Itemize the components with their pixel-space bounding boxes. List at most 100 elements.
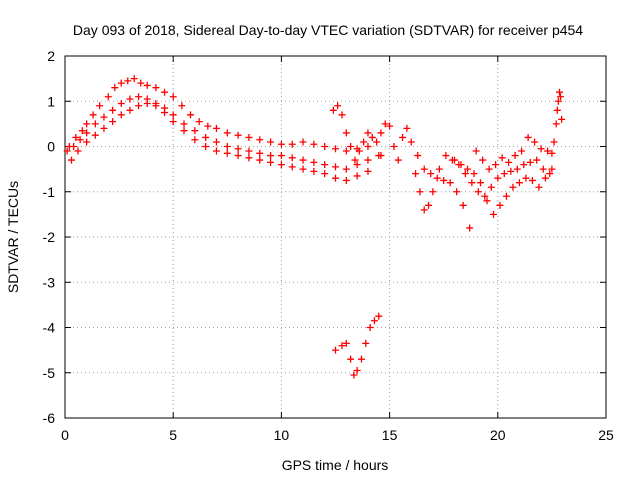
- data-point: [267, 158, 275, 166]
- data-point: [89, 111, 97, 119]
- data-point: [507, 167, 515, 175]
- data-point: [135, 93, 143, 101]
- data-point: [332, 174, 339, 182]
- data-point: [109, 118, 117, 126]
- y-tick-label: -5: [43, 365, 56, 381]
- data-point: [169, 118, 177, 126]
- data-point: [74, 147, 82, 155]
- data-point: [541, 174, 549, 182]
- data-point: [453, 188, 461, 196]
- y-tick-label: -3: [43, 274, 56, 290]
- data-point: [357, 355, 365, 363]
- data-point: [364, 129, 372, 137]
- data-point: [63, 147, 71, 155]
- data-point: [212, 147, 220, 155]
- data-point: [91, 131, 99, 139]
- data-point: [535, 183, 543, 191]
- data-point: [91, 120, 99, 128]
- data-point: [375, 312, 383, 320]
- data-point: [256, 156, 264, 164]
- data-point: [364, 143, 372, 150]
- data-point: [483, 197, 491, 205]
- data-point: [204, 122, 212, 130]
- y-tick-label: -1: [43, 184, 56, 200]
- data-point: [100, 124, 108, 132]
- data-point: [234, 152, 242, 160]
- data-point: [446, 179, 454, 187]
- data-point: [329, 106, 337, 114]
- data-point: [76, 136, 84, 144]
- data-point: [394, 156, 402, 164]
- data-point: [277, 152, 285, 160]
- data-point: [161, 88, 169, 96]
- data-point: [373, 138, 381, 146]
- series-track-h: [472, 133, 556, 173]
- data-point: [390, 143, 398, 150]
- data-point: [511, 152, 519, 160]
- data-point: [555, 88, 563, 96]
- data-point: [267, 138, 275, 146]
- data-point: [468, 179, 476, 187]
- data-point: [104, 93, 112, 101]
- data-point: [288, 140, 296, 148]
- data-point: [347, 143, 355, 150]
- data-point: [386, 122, 394, 130]
- chart-title: Day 093 of 2018, Sidereal Day-to-day VTE…: [73, 22, 583, 38]
- x-tick-label: 10: [274, 427, 290, 443]
- data-point: [476, 179, 484, 187]
- data-point: [124, 77, 132, 85]
- data-point: [552, 120, 560, 128]
- data-point: [332, 163, 339, 171]
- data-point: [485, 165, 493, 173]
- data-point: [407, 138, 415, 146]
- data-point: [130, 75, 138, 83]
- data-point: [256, 136, 264, 144]
- series-track-a: [65, 75, 372, 155]
- data-point: [414, 152, 422, 160]
- data-point: [461, 170, 469, 178]
- data-point: [245, 147, 253, 155]
- data-point: [518, 147, 526, 155]
- data-point: [425, 201, 433, 209]
- data-point: [212, 124, 220, 132]
- data-point: [202, 133, 210, 141]
- data-point: [451, 156, 459, 164]
- data-point: [479, 156, 487, 164]
- y-tick-label: -6: [43, 410, 56, 426]
- data-point: [522, 174, 530, 182]
- data-point: [502, 192, 510, 200]
- data-point: [420, 165, 428, 173]
- data-point: [370, 317, 378, 325]
- x-axis-title: GPS time / hours: [282, 457, 389, 473]
- data-point: [353, 161, 361, 169]
- data-point: [161, 109, 169, 117]
- data-point: [234, 145, 242, 153]
- data-point: [338, 111, 346, 119]
- data-point: [111, 84, 119, 92]
- data-point: [234, 131, 242, 139]
- data-point: [440, 176, 448, 184]
- data-point: [342, 176, 350, 184]
- data-point: [366, 324, 374, 331]
- x-tick-label: 20: [490, 427, 506, 443]
- data-point: [427, 170, 435, 178]
- data-point: [310, 167, 318, 175]
- data-point: [553, 106, 561, 114]
- data-point: [362, 339, 370, 347]
- data-point: [548, 165, 556, 173]
- data-point: [67, 156, 75, 164]
- data-point: [223, 143, 231, 150]
- data-point: [169, 111, 177, 119]
- data-point: [126, 95, 134, 103]
- data-point: [492, 161, 500, 169]
- data-point: [533, 156, 541, 164]
- y-tick-label: 2: [47, 48, 55, 64]
- data-point: [520, 161, 528, 169]
- series-track-b: [63, 93, 383, 173]
- data-point: [126, 106, 134, 114]
- data-point: [195, 118, 203, 126]
- data-point: [544, 147, 552, 155]
- data-point: [524, 133, 532, 141]
- data-point: [83, 120, 91, 128]
- data-point: [464, 165, 472, 173]
